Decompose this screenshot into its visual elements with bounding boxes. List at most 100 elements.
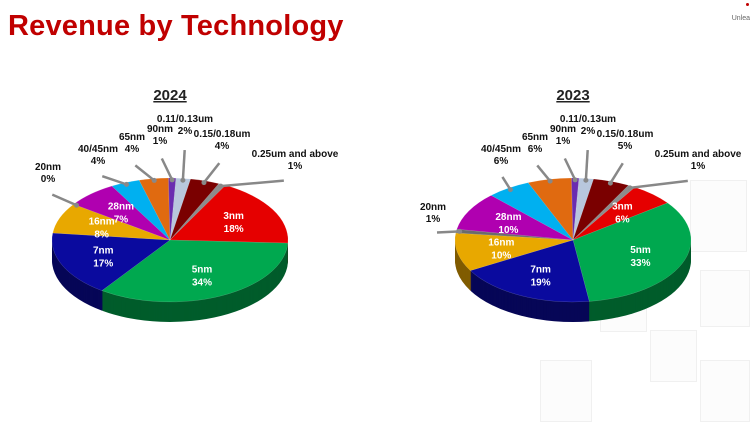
leader-line bbox=[51, 193, 78, 207]
slice-name: 65nm bbox=[522, 132, 548, 143]
logo-mark-icon bbox=[746, 3, 749, 6]
pie-slice bbox=[572, 202, 692, 302]
leader-dot bbox=[169, 177, 175, 183]
slice-name: 90nm bbox=[550, 124, 576, 135]
slice-name: 0.15/0.18um bbox=[597, 129, 654, 140]
company-logo: Unlea bbox=[731, 15, 750, 22]
leader-line bbox=[501, 176, 512, 191]
slice-name: 20nm bbox=[35, 162, 61, 173]
decorative-tile bbox=[650, 330, 697, 382]
leader-line bbox=[536, 164, 552, 182]
slice-name: 90nm bbox=[147, 124, 173, 135]
leader-line bbox=[202, 162, 221, 184]
slice-percent: 10% bbox=[498, 225, 518, 236]
slice-percent: 1% bbox=[556, 136, 571, 147]
slice-percent: 34% bbox=[192, 278, 212, 289]
slice-name: 40/45nm bbox=[78, 144, 118, 155]
slice-name: 5nm bbox=[630, 245, 651, 256]
slice-name: 16nm bbox=[488, 238, 514, 249]
leader-dot bbox=[151, 177, 157, 183]
slice-name: 7nm bbox=[530, 264, 551, 275]
slice-percent: 1% bbox=[691, 161, 706, 172]
leader-line bbox=[220, 179, 284, 188]
slice-name: 20nm bbox=[420, 202, 446, 213]
chart-title: 2023 bbox=[556, 87, 589, 104]
leader-dot bbox=[218, 183, 224, 189]
slice-label: 16nm 10% bbox=[488, 238, 514, 262]
slice-percent: 7% bbox=[114, 214, 129, 225]
slice-percent: 1% bbox=[288, 161, 303, 172]
pie-slice bbox=[169, 185, 289, 244]
slice-percent: 6% bbox=[494, 156, 509, 167]
leader-dot bbox=[201, 180, 207, 186]
leader-dot bbox=[572, 177, 578, 183]
leader-line bbox=[609, 162, 624, 184]
slice-name: 40/45nm bbox=[481, 144, 521, 155]
pie-slice bbox=[454, 232, 574, 271]
leader-line bbox=[563, 157, 577, 181]
slice-name: 7nm bbox=[93, 246, 114, 257]
leader-dot bbox=[583, 177, 589, 183]
slice-percent: 10% bbox=[491, 251, 511, 262]
leader-dot bbox=[124, 181, 130, 187]
slice-label: 16nm 8% bbox=[89, 216, 115, 240]
slice-percent: 33% bbox=[631, 258, 651, 269]
leader-dot bbox=[457, 228, 463, 234]
slice-label: 28nm 7% bbox=[108, 201, 134, 225]
slice-percent: 0% bbox=[41, 174, 56, 185]
slice-percent: 2% bbox=[178, 126, 193, 137]
leader-dot bbox=[507, 187, 513, 193]
pie-slice bbox=[51, 232, 171, 291]
slice-percent: 6% bbox=[528, 144, 543, 155]
pie-slice bbox=[456, 195, 574, 241]
slice-percent: 19% bbox=[531, 277, 551, 288]
slice-name: 16nm bbox=[89, 216, 115, 227]
decorative-tile bbox=[540, 360, 592, 422]
slice-percent: 4% bbox=[215, 141, 230, 152]
slice-percent: 5% bbox=[618, 141, 633, 152]
slice-percent: 1% bbox=[426, 214, 441, 225]
leader-line bbox=[629, 179, 688, 190]
leader-line bbox=[101, 174, 127, 186]
slice-percent: 4% bbox=[125, 144, 140, 155]
leader-line bbox=[436, 230, 460, 234]
slice-name: 28nm bbox=[108, 201, 134, 212]
slice-name: 3nm bbox=[223, 211, 244, 222]
slice-percent: 17% bbox=[93, 259, 113, 270]
leader-line bbox=[134, 164, 155, 182]
slice-percent: 8% bbox=[94, 229, 109, 240]
slice-name: 5nm bbox=[192, 265, 213, 276]
slice-name: 65nm bbox=[119, 132, 145, 143]
slice-name: 0.11/0.13um bbox=[157, 114, 213, 125]
leader-dot bbox=[627, 185, 633, 191]
leader-dot bbox=[74, 202, 80, 208]
slice-name: 0.15/0.18um bbox=[194, 129, 251, 140]
slice-percent: 6% bbox=[615, 215, 630, 226]
chart-title: 2024 bbox=[153, 87, 187, 104]
pie-slice bbox=[101, 239, 289, 303]
decorative-tile bbox=[690, 180, 747, 252]
slice-percent: 1% bbox=[153, 136, 168, 147]
slice-name: 0.25um and above bbox=[252, 149, 339, 160]
slice-percent: 18% bbox=[224, 224, 244, 235]
slice-percent: 2% bbox=[581, 126, 596, 137]
pie-slice bbox=[469, 239, 590, 303]
